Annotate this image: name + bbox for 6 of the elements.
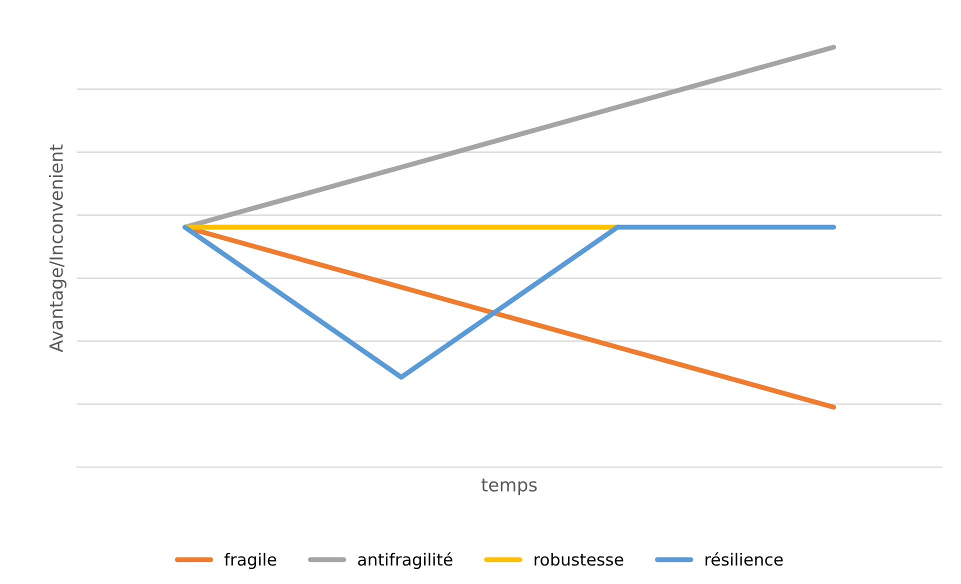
legend-label: résilience <box>706 552 783 566</box>
legend-label: antifragilité <box>358 552 452 569</box>
legend-label: robustesse <box>534 552 624 566</box>
y-axis-title: Avantage/Inconvenient <box>48 144 66 352</box>
x-axis-title: temps <box>481 478 537 496</box>
legend-label: fragile <box>224 552 276 569</box>
